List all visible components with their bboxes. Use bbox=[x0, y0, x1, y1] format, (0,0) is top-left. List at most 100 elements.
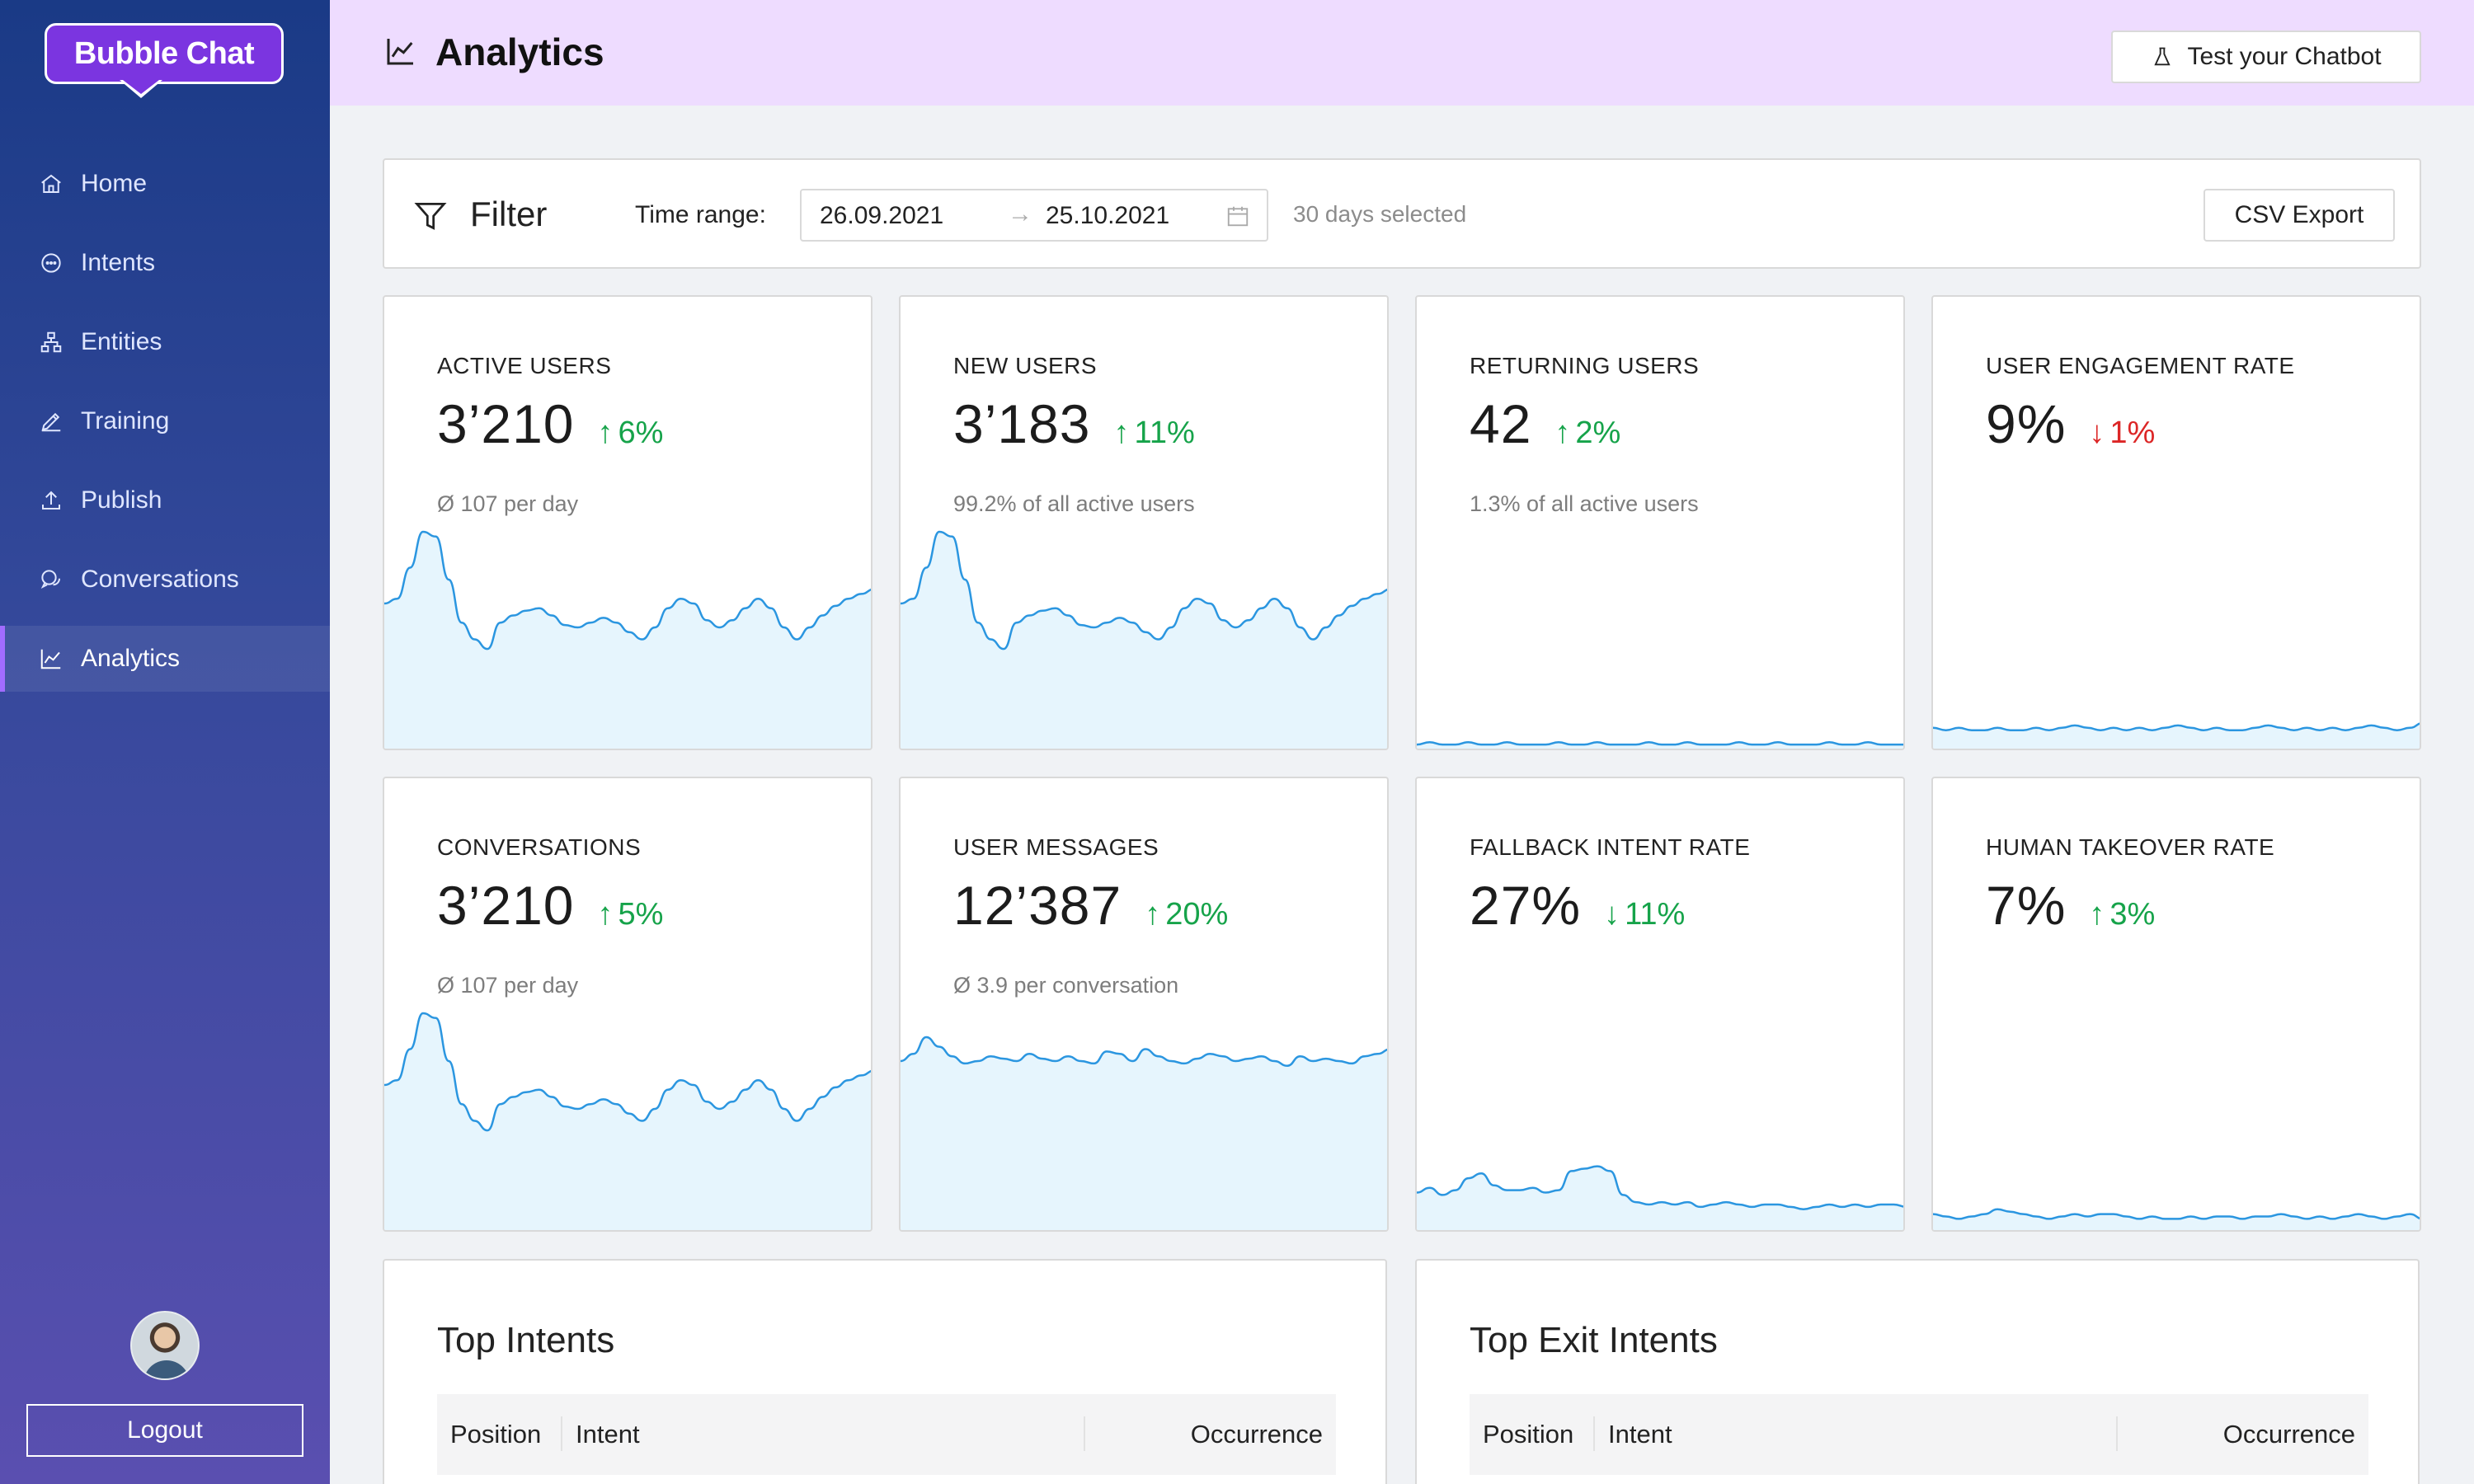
kpi-value: 12’387 bbox=[953, 875, 1122, 936]
calendar-icon[interactable] bbox=[1225, 204, 1250, 228]
column-header-occurrence[interactable]: Occurrence bbox=[2222, 1420, 2355, 1449]
sparkline-area bbox=[1417, 1166, 1903, 1230]
brand-logo[interactable]: Bubble Chat bbox=[45, 23, 284, 84]
kpi-delta: ↑ 5% bbox=[598, 897, 664, 932]
column-header-intent[interactable]: Intent bbox=[562, 1416, 1085, 1451]
table-header: Position Intent Occurrence bbox=[437, 1394, 1336, 1475]
kpi-card-user-engagement-rate: USER ENGAGEMENT RATE 9% ↓ 1% bbox=[1931, 295, 2421, 750]
kpi-delta-value: 11% bbox=[1625, 897, 1686, 932]
sparkline-chart bbox=[1933, 722, 2420, 749]
kpi-delta: ↑ 6% bbox=[598, 416, 664, 451]
top-exit-intents-panel: Top Exit Intents Position Intent Occurre… bbox=[1415, 1259, 2420, 1484]
kpi-label: FALLBACK INTENT RATE bbox=[1470, 834, 1751, 860]
flask-icon bbox=[2154, 47, 2171, 66]
sidebar-item-conversations[interactable]: Conversations bbox=[0, 547, 330, 613]
kpi-subtext: Ø 3.9 per conversation bbox=[953, 973, 1179, 998]
start-date-input[interactable]: 26.09.2021 bbox=[820, 202, 944, 229]
sidebar-item-entities[interactable]: Entities bbox=[0, 309, 330, 375]
kpi-label: RETURNING USERS bbox=[1470, 353, 1700, 378]
kpi-delta: ↓ 11% bbox=[1604, 897, 1685, 932]
sparkline-chart bbox=[384, 1012, 871, 1230]
sparkline-area bbox=[901, 532, 1387, 749]
avatar[interactable] bbox=[130, 1311, 200, 1380]
kpi-card-returning-users: RETURNING USERS 42 ↑ 2% 1.3% of all active u… bbox=[1415, 295, 1905, 750]
kpi-delta-value: 1% bbox=[2109, 416, 2156, 450]
column-header-position[interactable]: Position bbox=[1470, 1416, 1595, 1451]
sparkline-line bbox=[1933, 1208, 2420, 1220]
kpi-delta-value: 11% bbox=[1134, 416, 1195, 450]
test-chatbot-button[interactable]: Test your Chatbot bbox=[2111, 31, 2421, 83]
kpi-value: 3’183 bbox=[953, 393, 1091, 454]
days-selected-text: 30 days selected bbox=[1293, 201, 1467, 227]
sparkline-chart bbox=[384, 530, 871, 749]
column-header-position[interactable]: Position bbox=[437, 1416, 562, 1451]
kpi-value: 9% bbox=[1986, 393, 2067, 454]
kpi-label: CONVERSATIONS bbox=[437, 834, 642, 860]
kpi-delta-value: 5% bbox=[618, 897, 664, 932]
kpi-value-row: 3’210 ↑ 5% bbox=[437, 874, 663, 937]
sidebar-item-label: Intents bbox=[81, 249, 156, 276]
kpi-value: 3’210 bbox=[437, 393, 575, 454]
sidebar-item-label: Conversations bbox=[81, 566, 239, 593]
kpi-value-row: 27% ↓ 11% bbox=[1470, 874, 1685, 937]
column-header-occurrence[interactable]: Occurrence bbox=[1190, 1420, 1323, 1449]
kpi-card-new-users: NEW USERS 3’183 ↑ 11% 99.2% of all active us… bbox=[899, 295, 1389, 750]
kpi-subtext: 99.2% of all active users bbox=[953, 491, 1195, 516]
time-range-label: Time range: bbox=[635, 201, 766, 228]
kpi-label: USER MESSAGES bbox=[953, 834, 1159, 860]
kpi-label: NEW USERS bbox=[953, 353, 1098, 378]
kpi-delta-value: 3% bbox=[2109, 897, 2156, 932]
kpi-delta: ↑ 20% bbox=[1145, 897, 1228, 932]
logout-button[interactable]: Logout bbox=[26, 1404, 303, 1457]
csv-export-button[interactable]: CSV Export bbox=[2204, 189, 2395, 242]
sparkline-line bbox=[384, 530, 871, 650]
kpi-value: 42 bbox=[1470, 393, 1532, 454]
sparkline-chart bbox=[1933, 1208, 2420, 1230]
arrow-up-icon: ↑ bbox=[1113, 416, 1130, 450]
kpi-value: 7% bbox=[1986, 875, 2067, 936]
sparkline-line bbox=[384, 1012, 871, 1132]
kpi-value-row: 7% ↑ 3% bbox=[1986, 874, 2155, 937]
sidebar-item-home[interactable]: Home bbox=[0, 151, 330, 217]
sparkline-chart bbox=[1417, 1165, 1903, 1230]
sidebar-item-publish[interactable]: Publish bbox=[0, 467, 330, 533]
filter-title: Filter bbox=[470, 195, 548, 233]
kpi-delta-value: 6% bbox=[618, 416, 664, 450]
brand-name: Bubble Chat bbox=[73, 35, 255, 71]
sparkline-line bbox=[1417, 1165, 1903, 1211]
kpi-delta: ↑ 11% bbox=[1114, 416, 1195, 451]
sidebar-item-analytics[interactable]: Analytics bbox=[0, 626, 330, 692]
sparkline-chart bbox=[901, 1036, 1387, 1230]
kpi-subtext: Ø 107 per day bbox=[437, 973, 579, 998]
arrow-up-icon: ↑ bbox=[2089, 897, 2105, 932]
page-header: Analytics Test your Chatbot bbox=[330, 0, 2474, 106]
kpi-value-row: 42 ↑ 2% bbox=[1470, 392, 1620, 455]
arrow-up-icon: ↑ bbox=[597, 416, 614, 450]
sparkline-line bbox=[901, 1036, 1387, 1068]
sidebar-item-intents[interactable]: Intents bbox=[0, 230, 330, 296]
column-header-intent[interactable]: Intent bbox=[1595, 1416, 2118, 1451]
kpi-label: HUMAN TAKEOVER RATE bbox=[1986, 834, 2275, 860]
sidebar-nav: Home Intents Entities Training Publish bbox=[0, 151, 330, 705]
sidebar-item-label: Home bbox=[81, 170, 148, 197]
sparkline-area bbox=[1933, 723, 2420, 749]
end-date-input[interactable]: 25.10.2021 bbox=[1046, 202, 1170, 229]
test-chatbot-label: Test your Chatbot bbox=[2187, 43, 2382, 70]
sidebar-item-training[interactable]: Training bbox=[0, 388, 330, 454]
kpi-card-active-users: ACTIVE USERS 3’210 ↑ 6% Ø 107 per day bbox=[383, 295, 872, 750]
kpi-delta: ↑ 3% bbox=[2089, 897, 2155, 932]
date-range-picker[interactable]: 26.09.2021 → 25.10.2021 bbox=[800, 189, 1268, 242]
kpi-value: 3’210 bbox=[437, 875, 575, 936]
sparkline-chart bbox=[901, 530, 1387, 749]
sparkline-line bbox=[1417, 740, 1903, 746]
sidebar-item-label: Publish bbox=[81, 486, 162, 514]
kpi-delta: ↑ 2% bbox=[1554, 416, 1620, 451]
arrow-right-icon: → bbox=[1008, 200, 1032, 228]
sparkline-area bbox=[901, 1037, 1387, 1230]
kpi-delta-value: 2% bbox=[1575, 416, 1621, 450]
sparkline-line bbox=[901, 530, 1387, 650]
line-chart-icon bbox=[38, 646, 64, 672]
sidebar-item-label: Training bbox=[81, 407, 170, 434]
kpi-label: USER ENGAGEMENT RATE bbox=[1986, 353, 2295, 378]
conversations-icon bbox=[38, 566, 64, 593]
